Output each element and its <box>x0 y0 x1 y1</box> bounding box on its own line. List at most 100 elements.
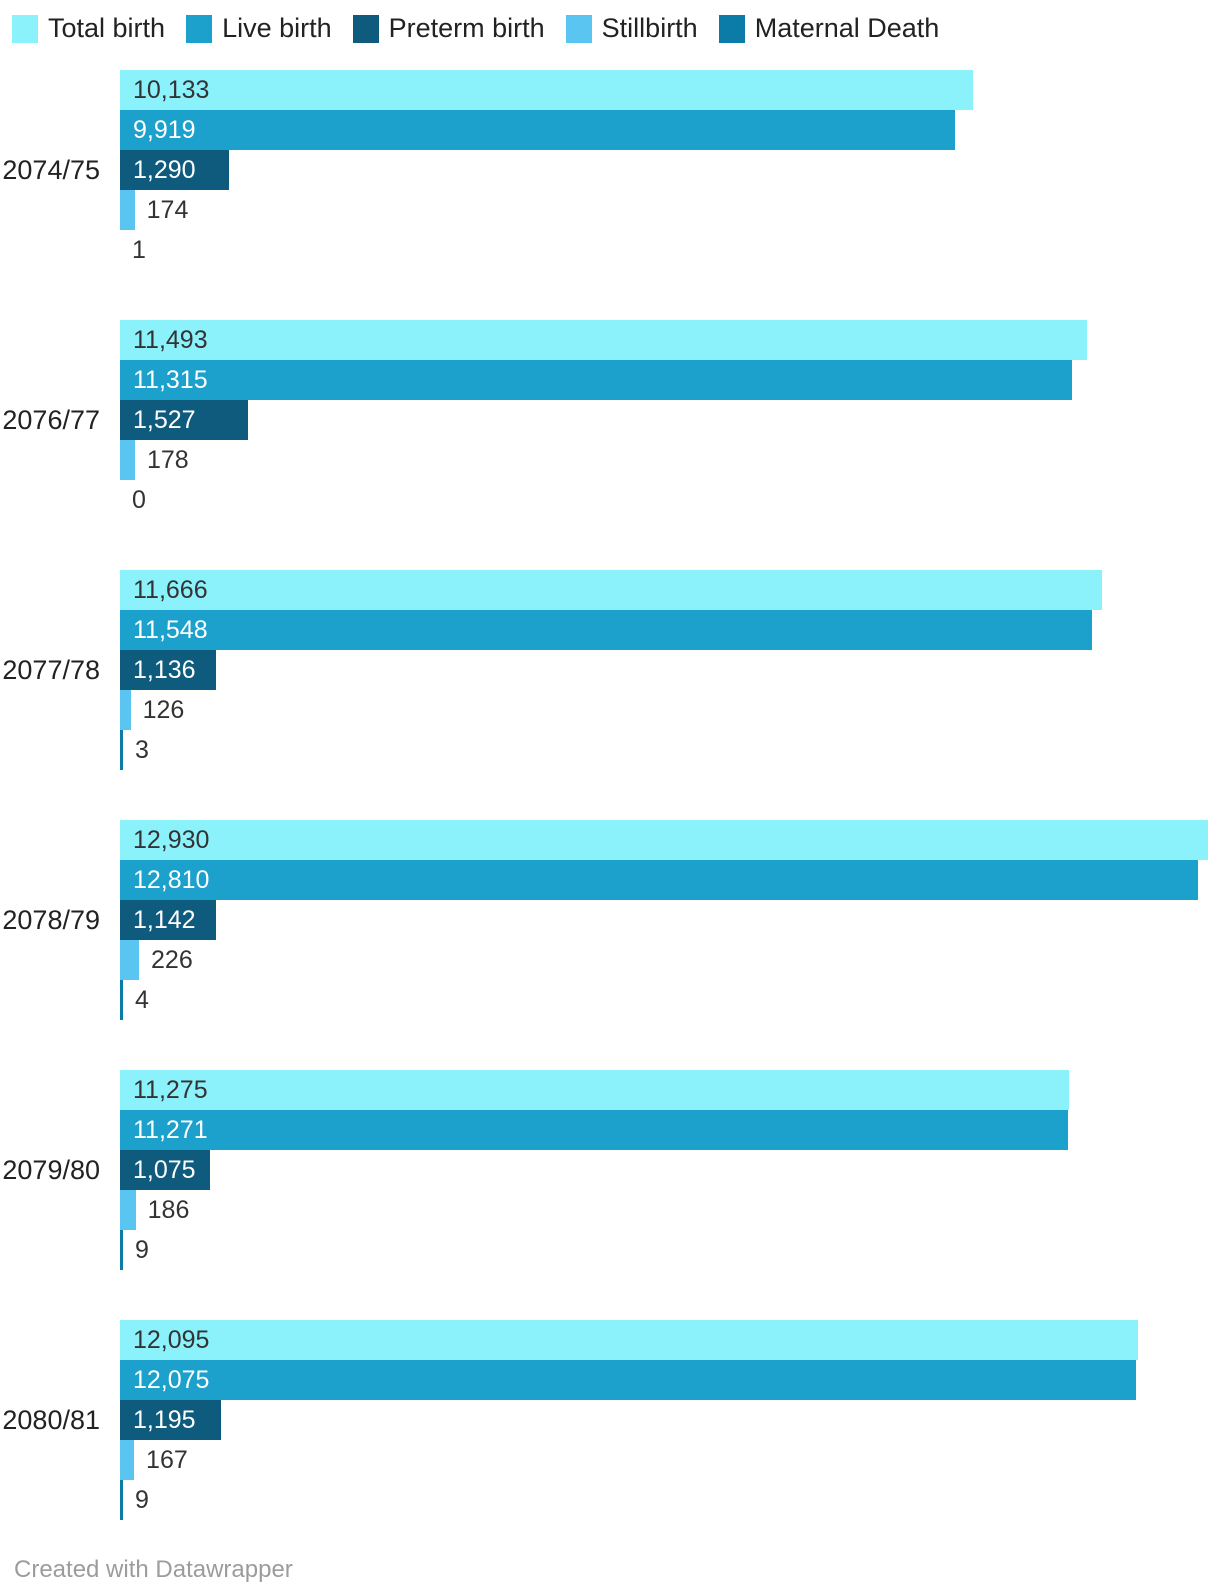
value-label: 186 <box>147 1196 190 1224</box>
value-label: 9,919 <box>133 116 196 144</box>
value-label: 9 <box>135 1236 149 1264</box>
bar-row-total-birth: 10,133 <box>120 70 1220 110</box>
category-label: 2078/79 <box>2 904 100 935</box>
value-label: 12,095 <box>133 1326 210 1354</box>
bar-row-stillbirth: 126 <box>120 690 1220 730</box>
bar-row-live-birth: 12,810 <box>120 860 1220 900</box>
value-label: 9 <box>135 1486 149 1514</box>
bar-total-birth-2077-78 <box>120 570 1102 610</box>
value-label: 1,527 <box>133 406 196 434</box>
attribution: Created with Datawrapper <box>14 1556 1220 1584</box>
bar-stillbirth-2080-81 <box>120 1440 135 1480</box>
bar-row-preterm-birth: 1,527 <box>120 400 1220 440</box>
category-label: 2074/75 <box>2 154 100 185</box>
legend-item-stillbirth: Stillbirth <box>565 13 698 44</box>
legend-item-live-birth: Live birth <box>186 13 332 44</box>
bar-stillbirth-2078-79 <box>120 940 140 980</box>
legend-swatch-preterm-birth <box>352 14 379 43</box>
value-label: 11,271 <box>133 1116 208 1144</box>
bar-live-birth-2079-80 <box>120 1110 1069 1150</box>
bar-group-2077-78: 2077/78 11,666 11,548 1,136 126 3 <box>2 570 1220 770</box>
bar-row-maternal-death: 9 <box>120 1230 1220 1270</box>
bar-row-preterm-birth: 1,075 <box>120 1150 1220 1190</box>
value-label: 1,142 <box>133 906 196 934</box>
bar-row-preterm-birth: 1,142 <box>120 900 1220 940</box>
bar-stillbirth-2076-77 <box>120 440 135 480</box>
value-label: 1 <box>132 236 146 264</box>
bar-stillbirth-2077-78 <box>120 690 131 730</box>
bar-row-maternal-death: 9 <box>120 1480 1220 1520</box>
bar-maternal-death-2077-78 <box>120 730 123 770</box>
bar-row-stillbirth: 174 <box>120 190 1220 230</box>
value-label: 11,275 <box>133 1076 208 1104</box>
bar-live-birth-2076-77 <box>120 360 1073 400</box>
legend-label: Total birth <box>48 13 166 43</box>
bar-live-birth-2074-75 <box>120 110 955 150</box>
bar-preterm-birth-2079-80 <box>120 1150 211 1190</box>
bar-row-live-birth: 9,919 <box>120 110 1220 150</box>
bar-row-total-birth: 12,930 <box>120 820 1220 860</box>
value-label: 3 <box>135 736 149 764</box>
legend-swatch-stillbirth <box>565 14 592 43</box>
value-label: 126 <box>142 696 185 724</box>
bar-row-total-birth: 12,095 <box>120 1320 1220 1360</box>
bar-live-birth-2080-81 <box>120 1360 1137 1400</box>
bar-preterm-birth-2074-75 <box>120 150 229 190</box>
bar-row-total-birth: 11,275 <box>120 1070 1220 1110</box>
bar-row-live-birth: 11,271 <box>120 1110 1220 1150</box>
value-label: 10,133 <box>133 76 210 104</box>
bar-group-2080-81: 2080/81 12,095 12,075 1,195 167 9 <box>2 1320 1220 1520</box>
category-label: 2079/80 <box>2 1154 100 1185</box>
value-label: 12,810 <box>133 866 210 894</box>
bar-group-2076-77: 2076/77 11,493 11,315 1,527 178 0 <box>2 320 1220 520</box>
bar-live-birth-2077-78 <box>120 610 1092 650</box>
bar-total-birth-2078-79 <box>120 820 1208 860</box>
legend: Total birth Live birth Preterm birth Stillb… <box>12 13 1220 44</box>
bar-preterm-birth-2077-78 <box>120 650 216 690</box>
value-label: 226 <box>151 946 193 974</box>
legend-swatch-live-birth <box>186 14 213 43</box>
bar-live-birth-2078-79 <box>120 860 1198 900</box>
legend-label: Preterm birth <box>388 13 545 43</box>
bar-row-maternal-death: 4 <box>120 980 1220 1020</box>
value-label: 1,075 <box>133 1156 196 1184</box>
bar-stillbirth-2079-80 <box>120 1190 136 1230</box>
value-label: 0 <box>132 486 146 514</box>
value-label: 11,548 <box>133 616 208 644</box>
legend-label: Live birth <box>222 13 332 43</box>
bar-row-live-birth: 12,075 <box>120 1360 1220 1400</box>
value-label: 174 <box>146 196 189 224</box>
value-label: 11,315 <box>133 366 208 394</box>
bar-row-maternal-death: 0 <box>120 480 1220 520</box>
bar-row-maternal-death: 1 <box>120 230 1220 270</box>
category-label: 2080/81 <box>2 1404 100 1435</box>
bar-row-live-birth: 11,548 <box>120 610 1220 650</box>
bar-row-stillbirth: 186 <box>120 1190 1220 1230</box>
bar-total-birth-2076-77 <box>120 320 1088 360</box>
bar-preterm-birth-2080-81 <box>120 1400 221 1440</box>
legend-swatch-total-birth <box>12 14 38 43</box>
bar-maternal-death-2080-81 <box>120 1480 123 1520</box>
bar-total-birth-2074-75 <box>120 70 973 110</box>
attribution-link[interactable]: Created with Datawrapper <box>14 1556 293 1583</box>
bar-row-preterm-birth: 1,136 <box>120 650 1220 690</box>
value-label: 12,930 <box>133 826 210 854</box>
value-label: 11,493 <box>133 326 208 354</box>
bar-maternal-death-2078-79 <box>120 980 123 1020</box>
bar-preterm-birth-2076-77 <box>120 400 249 440</box>
grouped-bar-chart: 2074/75 10,133 9,919 1,290 174 1 2076/77 11,493… <box>0 70 1220 1520</box>
value-label: 12,075 <box>133 1366 210 1394</box>
legend-label: Maternal Death <box>754 13 940 43</box>
bar-row-stillbirth: 167 <box>120 1440 1220 1480</box>
bar-row-maternal-death: 3 <box>120 730 1220 770</box>
legend-label: Stillbirth <box>601 13 698 43</box>
bar-group-2074-75: 2074/75 10,133 9,919 1,290 174 1 <box>2 70 1220 270</box>
category-label: 2077/78 <box>2 654 100 685</box>
bar-group-2078-79: 2078/79 12,930 12,810 1,142 226 4 <box>2 820 1220 1020</box>
bar-row-preterm-birth: 1,195 <box>120 1400 1220 1440</box>
category-label: 2076/77 <box>2 404 100 435</box>
value-label: 1,290 <box>133 156 196 184</box>
bar-preterm-birth-2078-79 <box>120 900 217 940</box>
value-label: 11,666 <box>133 576 208 604</box>
